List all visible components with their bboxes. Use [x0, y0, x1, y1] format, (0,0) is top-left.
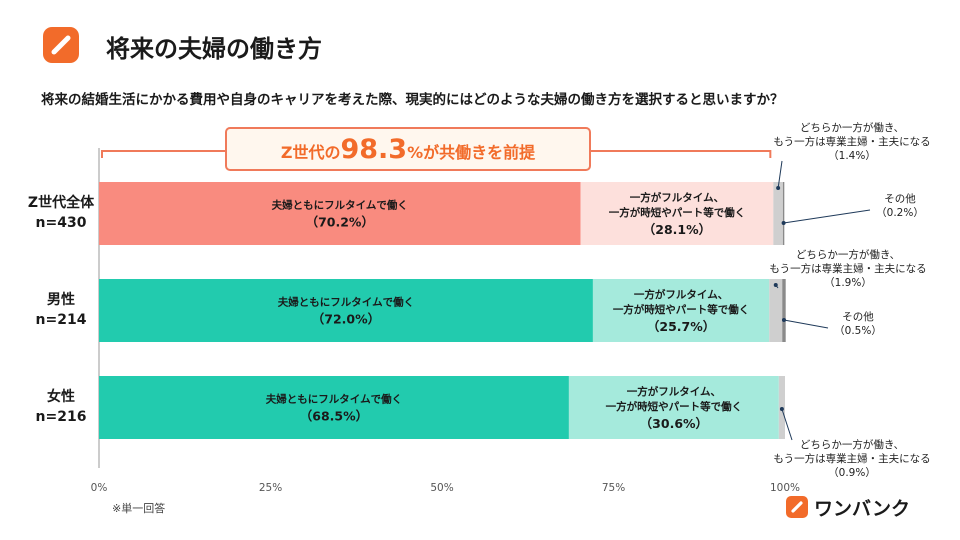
- bar-value-label: （25.7%）: [647, 319, 715, 334]
- leader-dot: [776, 186, 781, 190]
- bar-value-label: （72.0%）: [312, 312, 380, 327]
- callout-unit: %: [407, 143, 423, 162]
- bar-value-label: （28.1%）: [643, 222, 711, 237]
- x-tick-label: 25%: [259, 482, 282, 494]
- leader-dot: [773, 283, 778, 287]
- annotation-text: その他: [884, 192, 916, 205]
- category-n: n=214: [36, 312, 87, 328]
- annotation-text: （0.2%）: [876, 207, 924, 219]
- annotation-text: （0.9%）: [828, 467, 876, 479]
- app-logo: [43, 27, 79, 63]
- bar-label: 一方が時短やパート等で働く: [613, 303, 750, 316]
- bar-label: 一方がフルタイム、: [627, 385, 721, 398]
- category-n: n=430: [36, 215, 87, 231]
- callout-box: [225, 127, 591, 171]
- annotation-text: （1.9%）: [824, 277, 872, 289]
- callout-value: 98.3: [340, 134, 407, 165]
- callout-prefix: Z世代の: [281, 143, 341, 162]
- survey-question: 将来の結婚生活にかかる費用や自身のキャリアを考えた際、現実的にはどのような夫婦の…: [41, 92, 784, 108]
- annotation-text: もう一方は専業主婦・主夫になる: [773, 452, 930, 465]
- bar-single: [773, 182, 783, 245]
- bar-value-label: （68.5%）: [300, 409, 368, 424]
- annotation-text: （0.5%）: [834, 325, 882, 337]
- x-tick-label: 50%: [430, 482, 453, 494]
- page-title: 将来の夫婦の働き方: [106, 35, 322, 63]
- bar-label: 一方が時短やパート等で働く: [606, 400, 743, 413]
- leader-line: [783, 209, 871, 224]
- bar-label: 一方がフルタイム、: [634, 288, 728, 301]
- x-tick-label: 75%: [602, 482, 625, 494]
- bar-parttime: [592, 279, 770, 342]
- bar-fulltime: [99, 376, 569, 439]
- category-label: 女性: [47, 388, 75, 405]
- bar-single: [769, 279, 783, 342]
- annotation-text: その他: [842, 310, 874, 323]
- leader-line: [781, 408, 793, 441]
- brand-logo: ワンバンク: [786, 494, 910, 520]
- leader-line: [777, 160, 783, 189]
- bar-fulltime: [99, 279, 593, 342]
- category-label: Z世代全体: [28, 194, 95, 211]
- bar-parttime: [568, 376, 779, 439]
- leader-dot: [781, 221, 786, 225]
- leader-line: [783, 319, 829, 329]
- bar-label: 夫婦ともにフルタイムで働く: [266, 393, 402, 406]
- footnote: ※単一回答: [112, 502, 166, 515]
- annotation-text: どちらか一方が働き、: [796, 248, 900, 261]
- x-tick-label: 100%: [770, 482, 800, 494]
- leader-dot: [781, 318, 786, 322]
- pen-icon: [51, 35, 71, 55]
- leader-dot: [779, 407, 784, 411]
- bar-parttime: [580, 182, 774, 245]
- bar-label: 一方が時短やパート等で働く: [609, 206, 746, 219]
- x-tick-label: 0%: [91, 482, 108, 494]
- bar-fulltime: [99, 182, 581, 245]
- bar-label: 夫婦ともにフルタイムで働く: [278, 296, 414, 309]
- annotation-text: どちらか一方が働き、: [800, 438, 904, 451]
- bar-value-label: （70.2%）: [306, 215, 374, 230]
- annotation-text: どちらか一方が働き、: [800, 121, 904, 134]
- annotation-text: もう一方は専業主婦・主夫になる: [773, 135, 930, 148]
- callout-suffix: が共働きを前提: [423, 143, 536, 162]
- bar-other: [782, 279, 786, 342]
- callout-text: Z世代の98.3%が共働きを前提: [281, 134, 536, 165]
- brand-pen-icon: [786, 496, 808, 518]
- bar-other: [782, 182, 785, 245]
- annotation-text: もう一方は専業主婦・主夫になる: [769, 262, 926, 275]
- bar-label: 一方がフルタイム、: [630, 191, 724, 204]
- bar-label: 夫婦ともにフルタイムで働く: [272, 199, 408, 212]
- category-label: 男性: [47, 291, 75, 308]
- annotation-text: （1.4%）: [828, 150, 876, 162]
- category-n: n=216: [36, 409, 87, 425]
- bar-value-label: （30.6%）: [640, 416, 708, 431]
- brand-name: ワンバンク: [814, 497, 910, 520]
